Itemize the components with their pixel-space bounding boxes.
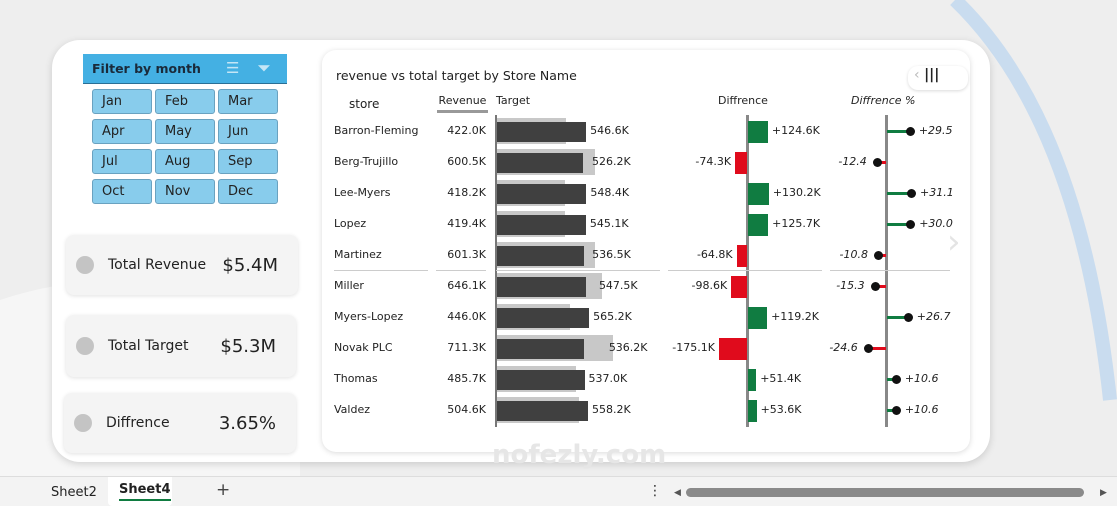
month-button-feb[interactable]: Feb [155,89,215,114]
clear-filter-icon[interactable]: ⏷ [258,59,271,77]
sheet-tab-bar: Sheet2 Sheet4 + ⋮ ◀ ▶ [0,476,1117,506]
kpi-label: Diffrence [106,415,170,431]
horizontal-scrollbar[interactable] [686,488,1084,497]
tab-label: Sheet4 [119,482,171,501]
month-button-dec[interactable]: Dec [218,179,278,204]
month-button-jan[interactable]: Jan [92,89,152,114]
more-options-icon[interactable]: ⋮ [648,483,662,499]
month-button-mar[interactable]: Mar [218,89,278,114]
store-chart-panel [322,50,970,452]
slicer-header: Filter by month ☰ ⏷ [83,54,287,84]
tab-sheet4[interactable]: Sheet4 [108,477,172,506]
month-button-apr[interactable]: Apr [92,119,152,144]
kpi-label: Total Target [108,338,189,354]
kpi-value: 3.65% [218,412,276,434]
month-button-jun[interactable]: Jun [218,119,278,144]
month-button-oct[interactable]: Oct [92,179,152,204]
kpi-dot-icon [74,414,92,432]
kpi-label: Total Revenue [108,257,207,273]
kpi-dot-icon [76,337,94,355]
kpi-value: $5.3M [220,335,276,357]
month-button-may[interactable]: May [155,119,215,144]
month-button-nov[interactable]: Nov [155,179,215,204]
multi-select-icon[interactable]: ☰ [226,59,240,77]
scroll-right-icon[interactable]: ▶ [1100,488,1107,498]
kpi-dot-icon [76,256,94,274]
chevron-left-icon[interactable]: ‹ [914,67,920,83]
slicer-title: Filter by month [92,61,201,76]
kpi-total-revenue: Total Revenue $5.4M [66,235,298,295]
month-button-jul[interactable]: Jul [92,149,152,174]
kpi-value: $5.4M [222,254,278,276]
scroll-left-icon[interactable]: ◀ [674,488,681,498]
add-sheet-button[interactable]: + [216,480,231,500]
kpi-total-target: Total Target $5.3M [66,315,296,377]
tab-sheet2[interactable]: Sheet2 [51,485,97,500]
background-arc [950,0,1117,401]
bar-chart-icon[interactable]: ||| [924,67,940,83]
month-button-sep[interactable]: Sep [218,149,278,174]
visual-toolbar[interactable]: ‹ ||| [908,66,968,90]
month-button-aug[interactable]: Aug [155,149,215,174]
kpi-difference: Diffrence 3.65% [64,393,296,453]
month-slicer: Filter by month ☰ ⏷ Jan Feb Mar Apr May Jun Ju… [83,54,287,204]
